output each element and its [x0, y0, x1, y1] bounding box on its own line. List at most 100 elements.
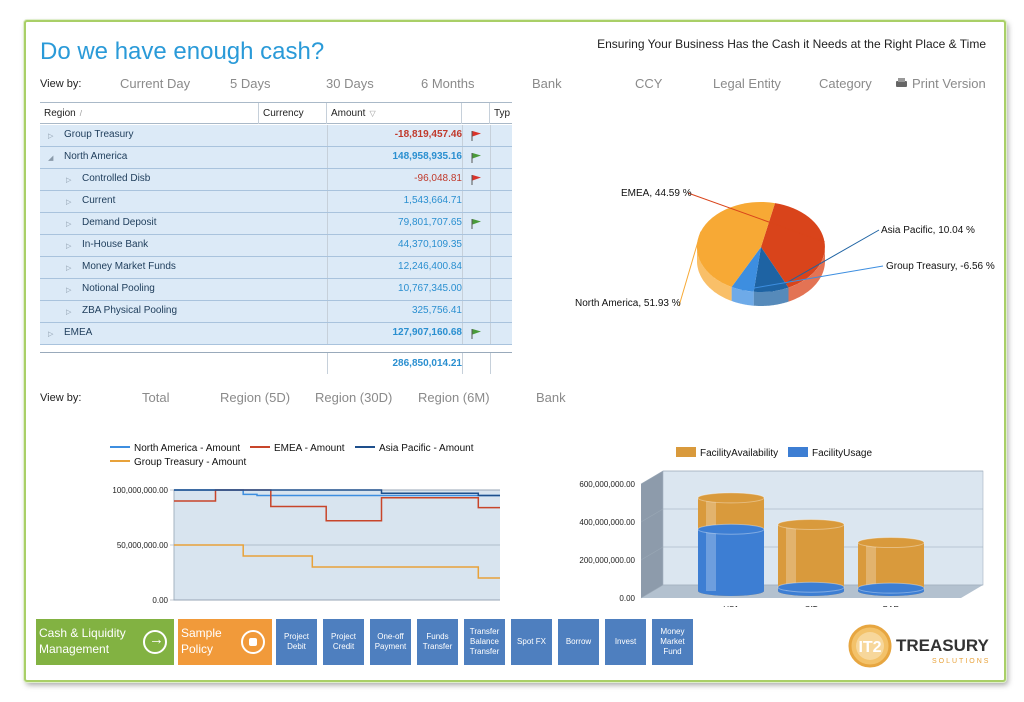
- sample-policy-tile[interactable]: Sample Policy: [178, 619, 272, 665]
- line-series-group-treasury-amount: [174, 544, 500, 579]
- print-version-link[interactable]: Print Version: [896, 76, 986, 91]
- pie-label-asia-pacific: Asia Pacific, 10.04 %: [881, 225, 975, 236]
- action-tile-money-market-fund[interactable]: Money Market Fund: [652, 619, 693, 665]
- page-title: Do we have enough cash?: [40, 38, 325, 65]
- print-icon: [896, 78, 907, 89]
- pie-label-north-america: North America, 51.93 %: [575, 298, 681, 309]
- col-header-currency[interactable]: Currency: [259, 103, 327, 124]
- pie-slice-north-america: [696, 201, 775, 287]
- pie-side-2: [731, 287, 754, 306]
- pie-leader-line: [742, 265, 884, 291]
- cash-liquidity-tile[interactable]: Cash & Liquidity Management: [36, 619, 174, 665]
- grid-header: Region / Currency Amount ▽ Typ: [40, 102, 512, 124]
- col-header-type[interactable]: Typ: [494, 108, 511, 119]
- bar-legend-facilityusage: FacilityUsage: [812, 448, 872, 459]
- bottom-viewby-bar: View by: Total Region (5D) Region (30D) …: [40, 390, 640, 408]
- grid-row-zba-physical-pooling[interactable]: ▷ ZBA Physical Pooling 325,756.41: [40, 301, 512, 323]
- bar-side-wall: [641, 471, 663, 598]
- expand-icon[interactable]: ▷: [66, 265, 72, 272]
- bar-availability-cit: [777, 519, 845, 596]
- viewby-category[interactable]: Category: [819, 76, 872, 91]
- expand-icon[interactable]: ▷: [66, 221, 72, 228]
- viewby-legal-entity[interactable]: Legal Entity: [713, 76, 781, 91]
- bar-availability-bar: [857, 537, 925, 596]
- collapse-icon[interactable]: ◢: [48, 155, 54, 162]
- grid-row-demand-deposit[interactable]: ▷ Demand Deposit 79,801,707.65: [40, 213, 512, 235]
- green-flag-icon: [471, 329, 481, 339]
- line-legend-emea-amount: EMEA - Amount: [274, 443, 345, 454]
- grid-row-group-treasury[interactable]: ▷ Group Treasury -18,819,457.46: [40, 125, 512, 147]
- grid-body: ▷ Group Treasury -18,819,457.46 ◢ North Amer…: [40, 125, 512, 345]
- pie-slice-group-treasury: [731, 247, 761, 292]
- grid-row-label: In-House Bank: [82, 239, 149, 250]
- line-legend-asia-pacific-amount: Asia Pacific - Amount: [379, 443, 474, 454]
- action-tile-borrow[interactable]: Borrow: [558, 619, 599, 665]
- dashboard-frame: Do we have enough cash? Ensuring Your Bu…: [24, 20, 1006, 682]
- grid-row-north-america[interactable]: ◢ North America 148,958,935.16: [40, 147, 512, 169]
- grid-row-amount: 127,907,160.68: [392, 327, 462, 338]
- line-y-tick: 0.00: [152, 596, 168, 605]
- viewby-30-days[interactable]: 30 Days: [326, 76, 374, 91]
- grid-total-amount: 286,850,014.21: [392, 358, 462, 369]
- print-version-label: Print Version: [912, 76, 986, 91]
- viewby-6-months[interactable]: 6 Months: [421, 76, 475, 91]
- viewby-total[interactable]: Total: [142, 390, 170, 405]
- bar-y-tick: 0.00: [619, 594, 635, 603]
- action-tile-label: Transfer Balance Transfer: [469, 627, 500, 656]
- page-subtitle: Ensuring Your Business Has the Cash it N…: [597, 37, 986, 51]
- grid-row-label: Notional Pooling: [82, 283, 155, 294]
- expand-icon[interactable]: ▷: [66, 199, 72, 206]
- grid-row-money-market-funds[interactable]: ▷ Money Market Funds 12,246,400.84: [40, 257, 512, 279]
- grid-row-current[interactable]: ▷ Current 1,543,664.71: [40, 191, 512, 213]
- expand-icon[interactable]: ▷: [66, 309, 72, 316]
- expand-icon[interactable]: ▷: [66, 287, 72, 294]
- viewby-ccy[interactable]: CCY: [635, 76, 663, 91]
- grid-row-emea[interactable]: ▷ EMEA 127,907,160.68: [40, 323, 512, 345]
- viewby-region-5d[interactable]: Region (5D): [220, 390, 291, 405]
- viewby-bank[interactable]: Bank: [532, 76, 562, 91]
- expand-icon[interactable]: ▷: [48, 133, 54, 140]
- bar-x-tick: US1: [723, 605, 739, 607]
- viewby-region-30d[interactable]: Region (30D): [315, 390, 393, 405]
- amount-line-chart: North America - Amount EMEA - Amount Asia …: [110, 443, 500, 605]
- viewby-current-day[interactable]: Current Day: [120, 76, 191, 91]
- action-tile-transfer-balance-transfer[interactable]: Transfer Balance Transfer: [464, 619, 505, 665]
- action-tile-funds-transfer[interactable]: Funds Transfer: [417, 619, 458, 665]
- red-flag-icon: [471, 131, 481, 141]
- grid-row-notional-pooling[interactable]: ▷ Notional Pooling 10,767,345.00: [40, 279, 512, 301]
- action-tile-spot-fx[interactable]: Spot FX: [511, 619, 552, 665]
- sort-icon: /: [79, 109, 82, 118]
- grid-row-label: Controlled Disb: [82, 173, 151, 184]
- expand-icon[interactable]: ▷: [66, 177, 72, 184]
- region-pie-chart: EMEA, 44.59 % Asia Pacific, 10.04 % Group …: [575, 188, 995, 309]
- grid-row-controlled-disb[interactable]: ▷ Controlled Disb -96,048.81: [40, 169, 512, 191]
- col-header-amount[interactable]: Amount ▽: [327, 103, 462, 124]
- action-tile-label: Money Market Fund: [660, 627, 685, 656]
- viewby-region-6m[interactable]: Region (6M): [418, 390, 490, 405]
- pie-side-1: [753, 287, 789, 306]
- expand-icon[interactable]: ▷: [66, 243, 72, 250]
- action-tile-project-credit[interactable]: Project Credit: [323, 619, 364, 665]
- viewby-5-days[interactable]: 5 Days: [230, 76, 271, 91]
- action-tile-label: Borrow: [565, 637, 592, 646]
- expand-icon[interactable]: ▷: [48, 331, 54, 338]
- grid-row-label: Demand Deposit: [82, 217, 157, 228]
- pie-side-3: [697, 247, 732, 301]
- action-tile-project-debit[interactable]: Project Debit: [276, 619, 317, 665]
- action-tile-invest[interactable]: Invest: [605, 619, 646, 665]
- grid-row-label: Current: [82, 195, 116, 206]
- viewby-bank-bottom[interactable]: Bank: [536, 390, 566, 405]
- grid-row-in-house-bank[interactable]: ▷ In-House Bank 44,370,109.35: [40, 235, 512, 257]
- pie-label-group-treasury: Group Treasury, -6.56 %: [886, 261, 995, 272]
- grid-row-label: North America: [64, 151, 128, 162]
- grid-row-label: Money Market Funds: [82, 261, 176, 272]
- col-header-region[interactable]: Region /: [40, 103, 259, 124]
- pie-leader-line: [687, 192, 825, 243]
- grid-row-amount: 10,767,345.00: [398, 283, 462, 294]
- action-tile-one-off-payment[interactable]: One-off Payment: [370, 619, 411, 665]
- grid-row-label: EMEA: [64, 327, 93, 338]
- bar-x-tick: BAR: [883, 605, 900, 607]
- top-viewby-bar: View by: Current Day 5 Days 30 Days 6 Mo…: [40, 76, 1000, 94]
- grid-row-label: Group Treasury: [64, 129, 134, 140]
- action-tile-label: Project Debit: [284, 632, 309, 651]
